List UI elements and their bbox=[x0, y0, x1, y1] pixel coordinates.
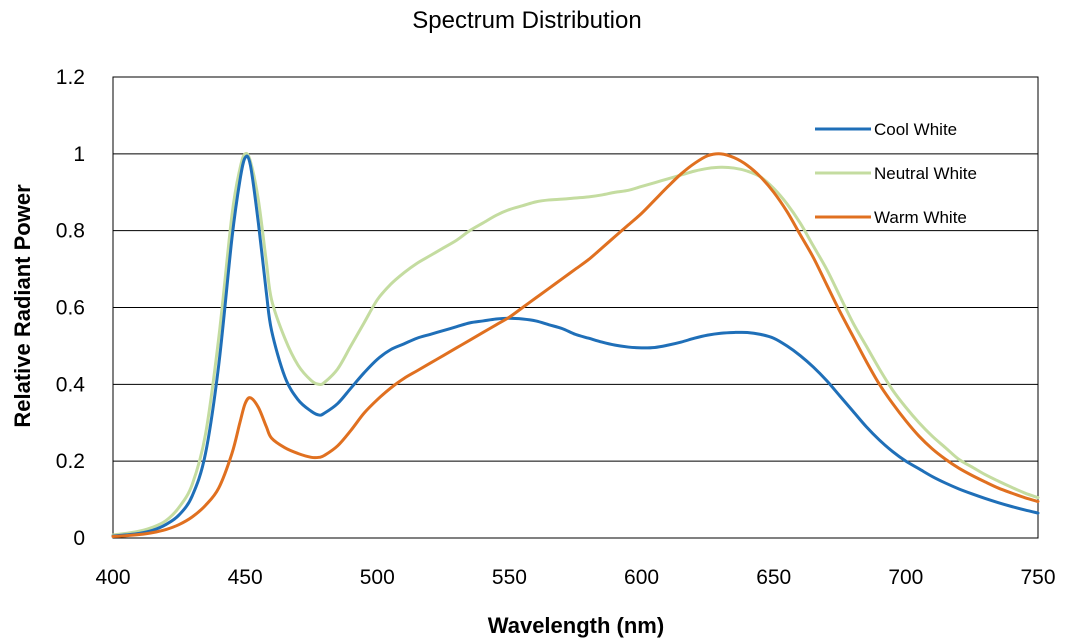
plot-area-frame bbox=[112, 76, 1039, 539]
legend-label-neutral-white: Neutral White bbox=[874, 164, 977, 183]
x-tick-label: 500 bbox=[360, 566, 395, 589]
y-tick-label: 0.8 bbox=[56, 220, 85, 243]
legend-label-cool-white: Cool White bbox=[874, 120, 957, 139]
x-tick-label: 650 bbox=[756, 566, 791, 589]
series-line-cool-white bbox=[111, 154, 1040, 538]
y-tick-label: 0.6 bbox=[56, 297, 85, 320]
grid-lines bbox=[113, 153, 1038, 462]
x-axis-title: Wavelength (nm) bbox=[488, 613, 664, 638]
y-axis-title: Relative Radiant Power bbox=[10, 184, 35, 428]
y-tick-label: 0.4 bbox=[56, 373, 86, 396]
x-tick-label: 450 bbox=[228, 566, 263, 589]
x-tick-label: 400 bbox=[95, 566, 130, 589]
legend-label-warm-white: Warm White bbox=[874, 208, 967, 227]
y-tick-labels: 0 0.2 0.4 0.6 0.8 1 1.2 bbox=[56, 66, 86, 550]
x-tick-labels: 400 450 500 550 600 650 700 750 bbox=[95, 566, 1055, 589]
legend: Cool White Neutral White Warm White bbox=[815, 120, 977, 227]
x-tick-label: 700 bbox=[888, 566, 923, 589]
y-tick-label: 1.2 bbox=[56, 66, 85, 89]
series-line-warm-white bbox=[111, 152, 1040, 538]
y-tick-label: 1 bbox=[73, 143, 85, 166]
chart-title: Spectrum Distribution bbox=[412, 7, 641, 34]
x-tick-label: 600 bbox=[624, 566, 659, 589]
y-tick-label: 0 bbox=[73, 527, 85, 550]
x-tick-label: 750 bbox=[1020, 566, 1055, 589]
y-tick-label: 0.2 bbox=[56, 450, 85, 473]
x-tick-label: 550 bbox=[492, 566, 527, 589]
series-lines bbox=[111, 151, 1040, 538]
